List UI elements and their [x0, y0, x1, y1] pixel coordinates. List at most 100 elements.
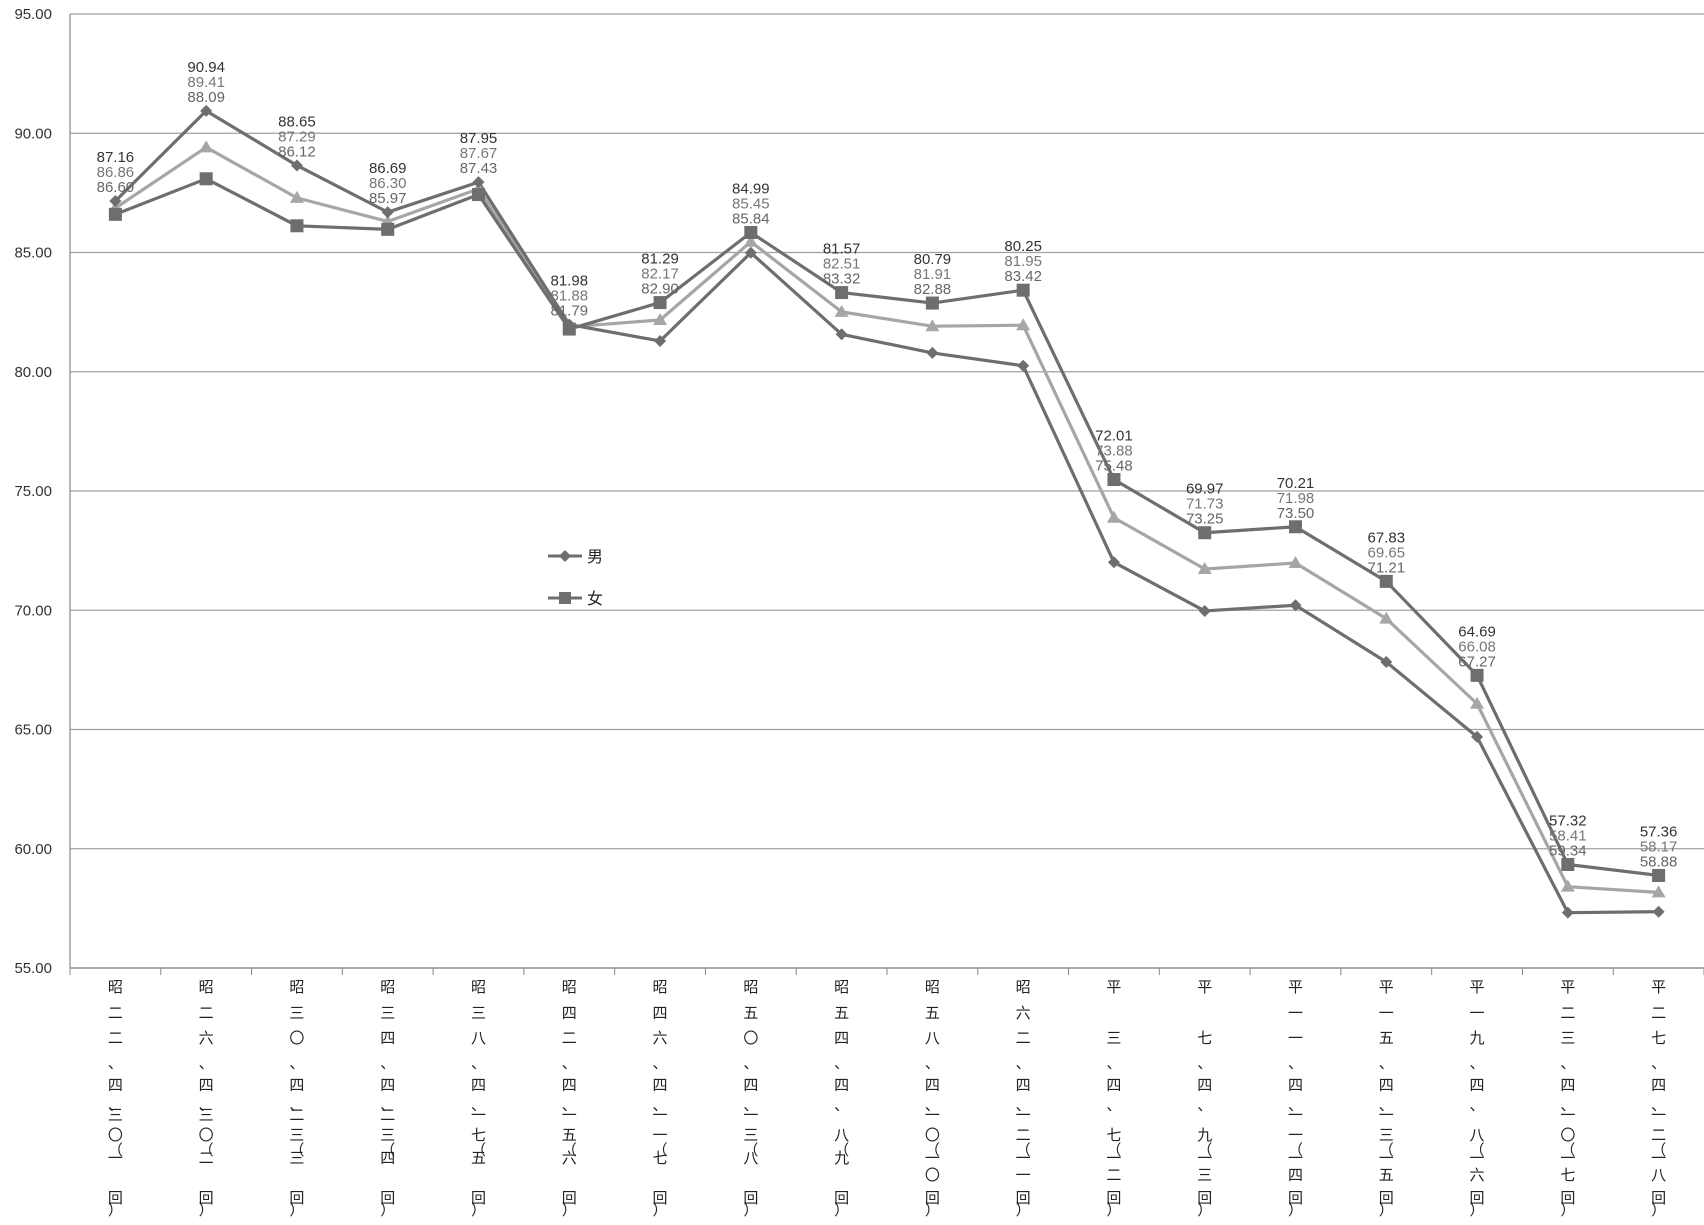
x-category-char: 五: [471, 1149, 486, 1167]
x-category-char: （: [1106, 1141, 1121, 1159]
x-category-label: 平三、四、七（一二回）: [1106, 978, 1121, 1219]
data-label: 87.16: [97, 149, 135, 166]
x-category-char: 、: [925, 1054, 940, 1072]
x-category-char: 一: [653, 1126, 668, 1144]
x-category-label: 平一五、四、一三（一五回）: [1379, 978, 1394, 1219]
data-label: 83.32: [823, 271, 861, 288]
data-point: [108, 207, 122, 221]
x-category-char: 〇: [108, 1126, 123, 1144]
data-point: [1197, 561, 1212, 574]
x-category-char: 、: [289, 1054, 304, 1072]
data-point: [1651, 885, 1666, 898]
x-category-char: 、: [289, 1096, 304, 1114]
data-point: [925, 319, 940, 332]
data-label: 84.99: [732, 180, 770, 197]
data-point: [744, 246, 757, 259]
x-category-char: 四: [1470, 1076, 1485, 1094]
x-category-char: 平: [1560, 978, 1575, 996]
x-category-char: 回: [289, 1189, 304, 1207]
x-category-char: 回: [743, 1189, 758, 1207]
x-category-char: 、: [108, 1054, 123, 1072]
x-category-char: （: [380, 1141, 395, 1159]
x-category-char: 平: [1106, 978, 1121, 996]
x-category-char: 回: [199, 1189, 214, 1207]
x-category-char: 一: [1379, 1106, 1394, 1124]
x-category-char: （: [1651, 1141, 1666, 1159]
x-category-char: 回: [108, 1189, 123, 1207]
x-category-char: 八: [743, 1149, 758, 1167]
x-category-char: 一: [925, 1106, 940, 1124]
data-label: 88.09: [187, 89, 225, 106]
x-category-label: 昭四六、四、一一（七回）: [653, 978, 668, 1219]
x-category-label: 平一一、四、一一（一四回）: [1288, 978, 1303, 1219]
x-category-char: ）: [743, 1201, 758, 1219]
x-category-char: 二: [1560, 1004, 1575, 1022]
x-category-char: 四: [1106, 1076, 1121, 1094]
x-category-char: （: [108, 1141, 123, 1159]
x-category-char: 四: [199, 1076, 214, 1094]
x-category-char: 、: [1560, 1096, 1575, 1114]
x-category-char: 、: [562, 1054, 577, 1072]
x-category-char: 四: [380, 1076, 395, 1094]
x-axis: 昭二二、四、三〇（一回）昭二六、四、三〇（二回）昭三〇、四、二三（三回）昭三四、…: [69, 967, 1704, 1219]
x-category-char: 七: [1651, 1029, 1666, 1047]
x-category-char: ）: [1560, 1201, 1575, 1219]
data-label: 87.43: [460, 160, 498, 177]
data-label: 86.60: [97, 179, 135, 196]
data-label: 82.88: [914, 281, 952, 298]
y-tick-label: 55.00: [14, 960, 52, 977]
x-category-char: 四: [380, 1149, 395, 1167]
data-point: [472, 176, 485, 189]
data-label: 85.84: [732, 210, 770, 227]
x-category-char: 、: [1470, 1096, 1485, 1114]
x-category-char: （: [1197, 1141, 1212, 1159]
data-point: [1288, 556, 1303, 569]
x-category-char: 一: [1651, 1106, 1666, 1124]
data-label: 86.86: [97, 164, 135, 181]
x-category-char: 一: [108, 1149, 123, 1167]
x-category-char: 一: [1288, 1029, 1303, 1047]
data-label: 57.32: [1549, 812, 1587, 829]
x-category-char: 一: [1560, 1149, 1575, 1167]
x-category-char: 三: [471, 1004, 486, 1022]
data-point: [1106, 510, 1121, 523]
series-line: [114, 177, 1659, 878]
x-category-char: 、: [1197, 1096, 1212, 1114]
x-category-char: 二: [562, 1029, 577, 1047]
data-point: [1198, 604, 1211, 617]
x-category-char: 二: [289, 1106, 304, 1124]
x-category-char: ）: [653, 1201, 668, 1219]
x-category-char: （: [199, 1141, 214, 1159]
x-category-char: 、: [743, 1096, 758, 1114]
x-category-char: 昭: [199, 978, 214, 996]
data-label: 86.12: [278, 143, 316, 160]
x-category-char: 、: [380, 1054, 395, 1072]
x-category-char: 八: [925, 1029, 940, 1047]
x-category-char: 四: [653, 1076, 668, 1094]
data-label: 81.95: [1004, 253, 1042, 270]
data-label: 73.25: [1186, 511, 1224, 528]
x-category-char: 二: [199, 1004, 214, 1022]
x-category-char: 一: [562, 1106, 577, 1124]
x-category-char: 、: [1197, 1054, 1212, 1072]
x-category-char: 四: [834, 1076, 849, 1094]
x-category-label: 昭五〇、四、一三（八回）: [743, 978, 758, 1219]
x-category-char: 一: [743, 1106, 758, 1124]
x-category-char: 九: [1470, 1029, 1485, 1047]
x-category-char: 〇: [289, 1029, 304, 1047]
x-category-char: 九: [1197, 1126, 1212, 1144]
y-tick-label: 70.00: [14, 602, 52, 619]
data-point: [199, 140, 214, 153]
data-point: [926, 346, 939, 359]
data-label: 59.34: [1549, 842, 1587, 859]
x-category-char: 四: [380, 1029, 395, 1047]
data-label: 83.42: [1004, 268, 1042, 285]
data-point: [289, 190, 304, 203]
x-category-char: 八: [1470, 1126, 1485, 1144]
x-category-char: 、: [1651, 1096, 1666, 1114]
x-category-char: 四: [1016, 1076, 1031, 1094]
x-category-char: 四: [108, 1076, 123, 1094]
x-category-char: 二: [108, 1029, 123, 1047]
x-category-char: ）: [471, 1201, 486, 1219]
